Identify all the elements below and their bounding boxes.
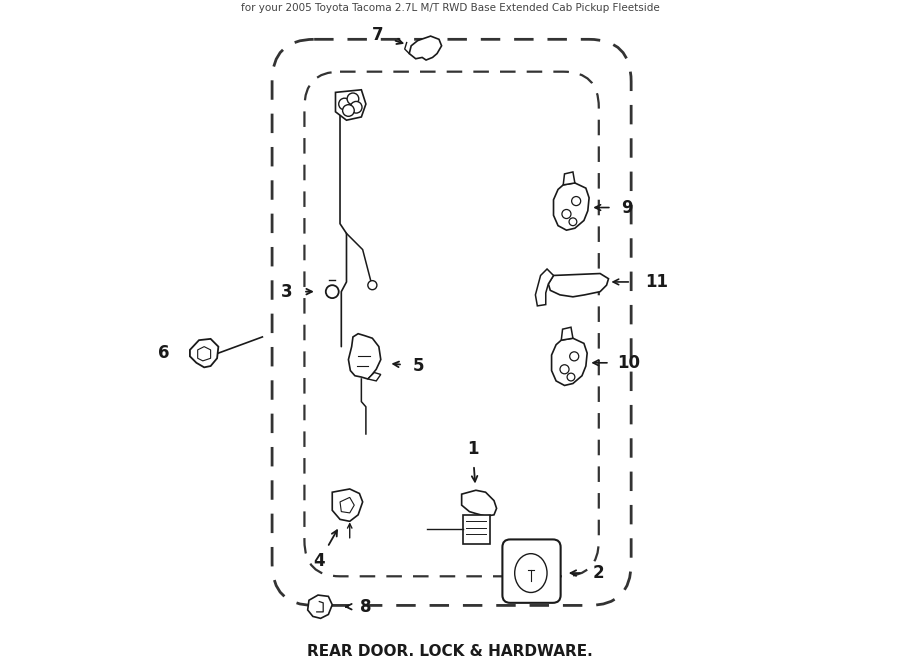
Text: 4: 4: [313, 552, 325, 571]
Text: 7: 7: [372, 26, 383, 44]
Circle shape: [326, 285, 338, 298]
FancyBboxPatch shape: [463, 515, 491, 544]
Polygon shape: [462, 491, 497, 516]
Polygon shape: [368, 373, 381, 381]
Circle shape: [347, 93, 359, 105]
Polygon shape: [198, 347, 211, 361]
Polygon shape: [190, 339, 219, 367]
Circle shape: [572, 197, 580, 206]
Text: 10: 10: [616, 354, 640, 372]
Circle shape: [570, 352, 579, 361]
Polygon shape: [340, 497, 355, 513]
Polygon shape: [552, 338, 587, 385]
Polygon shape: [562, 327, 573, 340]
Circle shape: [562, 209, 571, 218]
Text: 11: 11: [645, 273, 669, 291]
Polygon shape: [410, 36, 442, 60]
Circle shape: [569, 218, 577, 226]
Polygon shape: [348, 334, 381, 379]
Polygon shape: [554, 183, 590, 230]
Text: for your 2005 Toyota Tacoma 2.7L M/T RWD Base Extended Cab Pickup Fleetside: for your 2005 Toyota Tacoma 2.7L M/T RWD…: [240, 3, 660, 13]
Text: 8: 8: [360, 598, 372, 616]
Polygon shape: [308, 595, 332, 618]
Circle shape: [343, 105, 355, 117]
Circle shape: [368, 281, 377, 290]
Text: 2: 2: [593, 564, 605, 582]
Text: REAR DOOR. LOCK & HARDWARE.: REAR DOOR. LOCK & HARDWARE.: [307, 644, 593, 659]
Circle shape: [567, 373, 575, 381]
FancyBboxPatch shape: [502, 540, 561, 603]
Text: 6: 6: [158, 344, 170, 362]
Polygon shape: [563, 172, 575, 185]
Text: 3: 3: [281, 283, 292, 301]
Polygon shape: [336, 90, 366, 120]
Text: 9: 9: [621, 199, 633, 216]
Text: 1: 1: [467, 440, 479, 458]
Ellipse shape: [515, 553, 547, 592]
Polygon shape: [536, 269, 554, 306]
Circle shape: [338, 98, 350, 110]
Circle shape: [560, 365, 569, 374]
Polygon shape: [548, 273, 608, 297]
Text: 5: 5: [413, 357, 425, 375]
Circle shape: [350, 101, 362, 113]
Polygon shape: [332, 489, 363, 521]
